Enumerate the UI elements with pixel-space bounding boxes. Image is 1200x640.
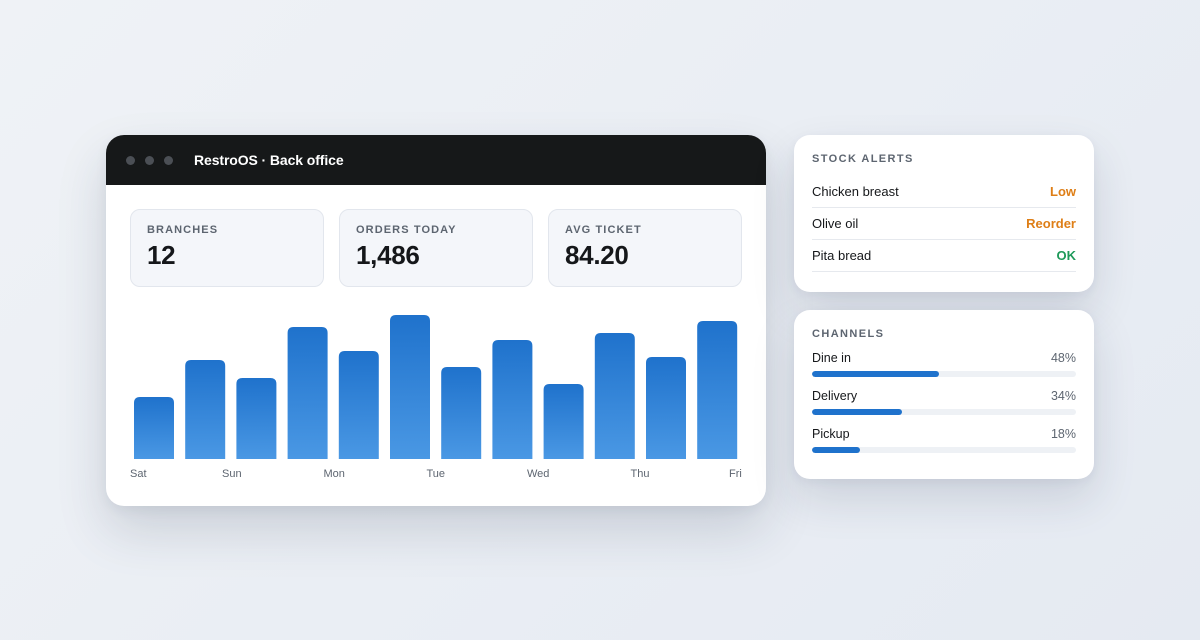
window-dot-icon[interactable]	[145, 155, 154, 165]
stat-value: 1,486	[356, 240, 420, 270]
chart-bar[interactable]	[390, 315, 430, 459]
x-tick-label: Mon	[323, 468, 345, 480]
channel-progress-fill	[812, 409, 902, 415]
window-dot-icon[interactable]	[164, 155, 173, 165]
bar-chart-plot	[134, 315, 738, 459]
stock-item-name: Chicken breast	[812, 184, 899, 199]
stock-alerts-list: Chicken breast Low Olive oil Reorder Pit…	[812, 176, 1076, 272]
stat-card-orders-today: ORDERS TODAY 1,486	[339, 209, 533, 287]
chart-bar[interactable]	[185, 360, 226, 459]
x-tick-label: Tue	[426, 468, 446, 480]
x-tick-label: Fri	[729, 468, 742, 480]
channel-item: Pickup 18%	[812, 427, 1076, 453]
channel-item: Dine in 48%	[812, 351, 1076, 377]
channels-title: CHANNELS	[812, 328, 885, 340]
status-badge: OK	[1056, 248, 1077, 263]
x-tick-label: Wed	[527, 468, 550, 480]
stats-row: BRANCHES 12 ORDERS TODAY 1,486 AVG TICKE…	[130, 209, 742, 287]
x-tick-label: Sun	[222, 468, 242, 480]
channel-percent: 18%	[1050, 427, 1076, 441]
channel-progress-track	[812, 447, 1076, 453]
window-title: RestroOS · Back office	[194, 152, 344, 168]
stat-card-branches: BRANCHES 12	[130, 209, 324, 287]
stat-value: 84.20	[565, 240, 629, 270]
chart-bar[interactable]	[646, 357, 686, 459]
list-item[interactable]: Chicken breast Low	[812, 176, 1076, 208]
status-badge: Low	[1050, 184, 1076, 199]
back-office-window: RestroOS · Back office BRANCHES 12 ORDER…	[106, 135, 766, 506]
channel-progress-fill	[812, 371, 939, 377]
stock-alerts-title: STOCK ALERTS	[812, 153, 914, 165]
channels-card: CHANNELS Dine in 48% Delivery 34% Pickup…	[794, 310, 1094, 479]
x-axis-labels: Sat Sun Mon Tue Wed Thu Fri	[130, 468, 742, 482]
chart-bar[interactable]	[441, 367, 482, 459]
chart-bar[interactable]	[594, 333, 635, 459]
window-dot-icon[interactable]	[126, 155, 135, 165]
channel-progress-track	[812, 371, 1076, 377]
stock-item-name: Olive oil	[812, 216, 859, 231]
chart-bar[interactable]	[236, 378, 277, 459]
orders-bar-chart: Sat Sun Mon Tue Wed Thu Fri	[130, 307, 742, 487]
stock-alerts-card: STOCK ALERTS Chicken breast Low Olive oi…	[794, 135, 1094, 292]
x-tick-label: Thu	[630, 468, 650, 480]
channel-percent: 48%	[1050, 351, 1076, 365]
chart-bar[interactable]	[338, 351, 379, 459]
channel-progress-track	[812, 409, 1076, 415]
stat-label: BRANCHES	[147, 224, 219, 236]
channel-progress-fill	[812, 447, 860, 453]
chart-bar[interactable]	[492, 340, 533, 459]
channels-list: Dine in 48% Delivery 34% Pickup 18%	[812, 351, 1076, 453]
channel-name: Pickup	[812, 427, 850, 441]
x-tick-label: Sat	[130, 468, 147, 480]
channel-percent: 34%	[1050, 389, 1076, 403]
window-titlebar: RestroOS · Back office	[106, 135, 766, 185]
stock-item-name: Pita bread	[812, 248, 872, 263]
window-controls	[126, 155, 173, 165]
channel-name: Delivery	[812, 389, 858, 403]
list-item[interactable]: Pita bread OK	[812, 240, 1076, 272]
chart-bar[interactable]	[697, 321, 738, 459]
list-item[interactable]: Olive oil Reorder	[812, 208, 1076, 240]
channel-name: Dine in	[812, 351, 851, 365]
stat-label: ORDERS TODAY	[356, 224, 457, 236]
chart-bar[interactable]	[134, 397, 174, 459]
stat-label: AVG TICKET	[565, 224, 642, 236]
stat-value: 12	[147, 240, 176, 270]
chart-bar[interactable]	[287, 327, 328, 459]
stat-card-avg-ticket: AVG TICKET 84.20	[548, 209, 742, 287]
chart-bar[interactable]	[543, 384, 584, 459]
status-badge: Reorder	[1026, 216, 1076, 231]
channel-item: Delivery 34%	[812, 389, 1076, 415]
